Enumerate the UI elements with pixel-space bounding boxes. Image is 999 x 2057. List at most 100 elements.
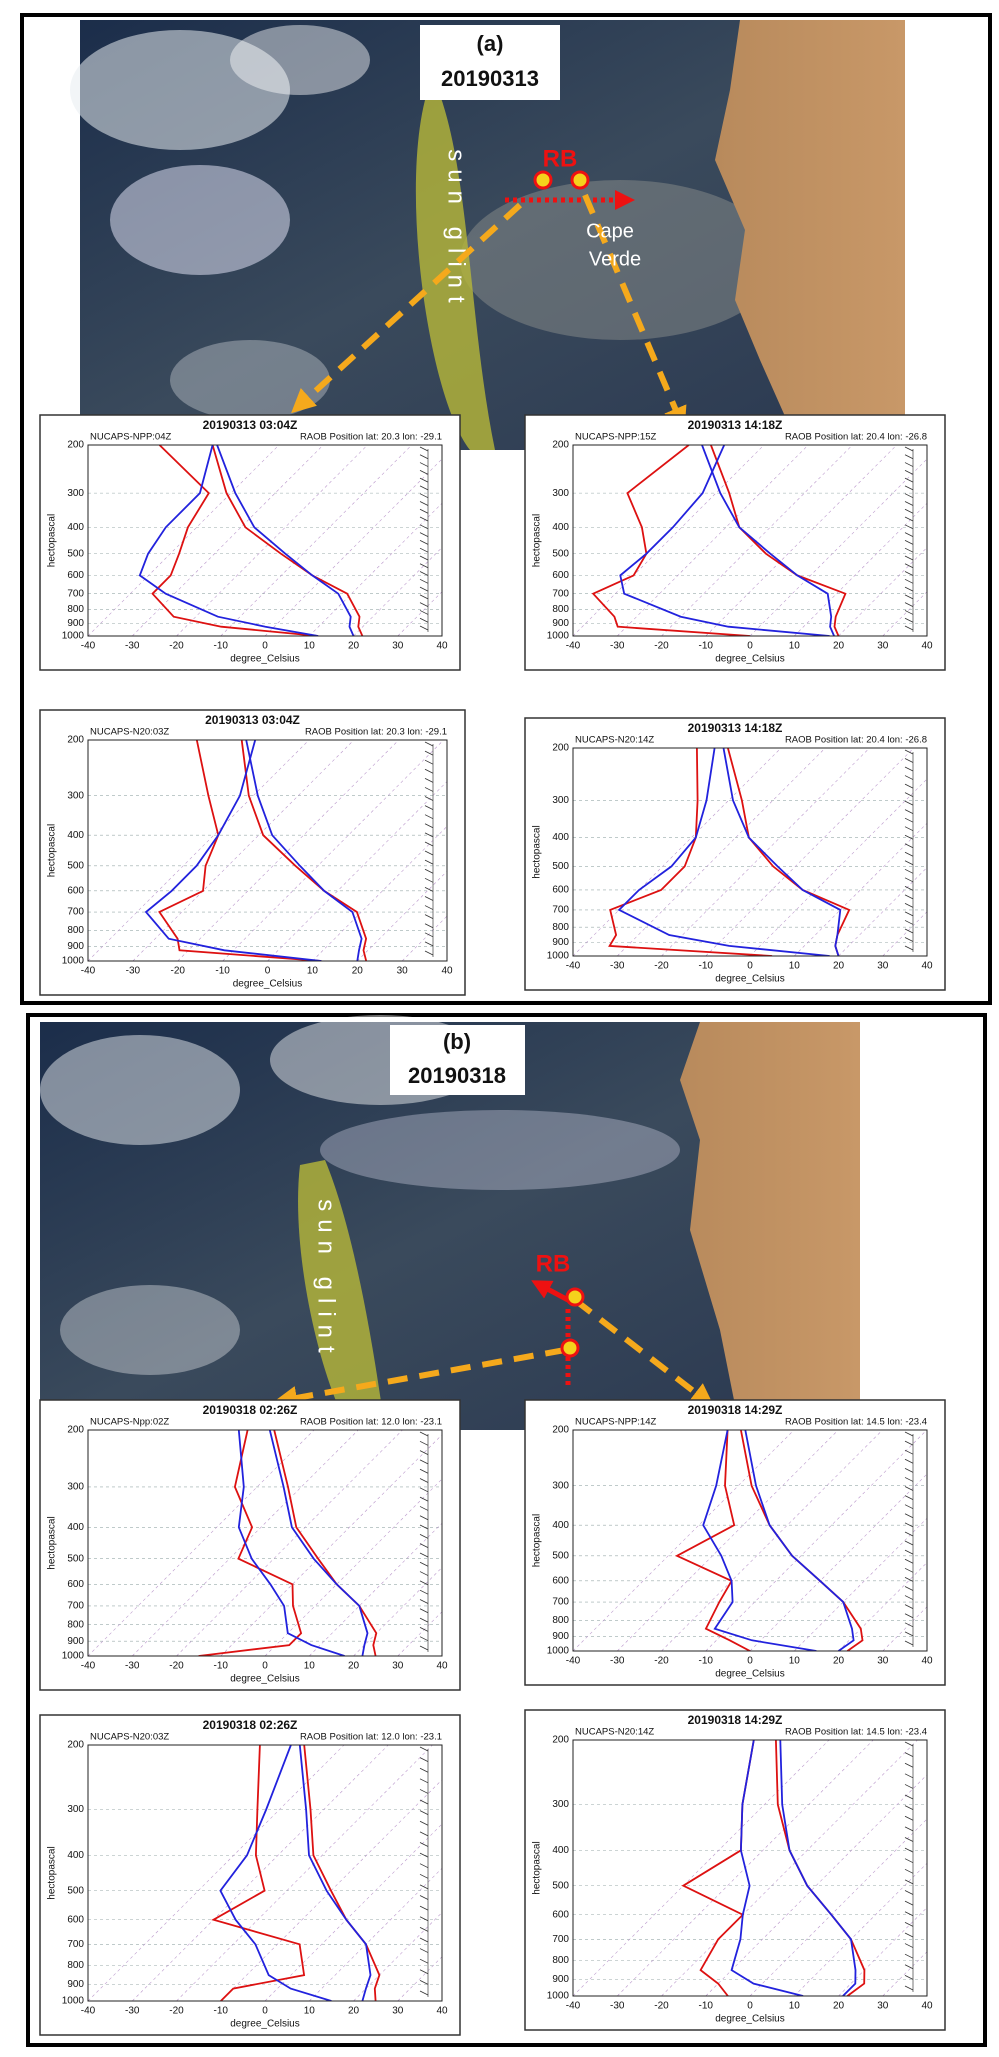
wind-barb (419, 1543, 429, 1549)
x-tick-label: -10 (699, 961, 714, 972)
title-box (390, 1025, 525, 1095)
x-tick-label: -40 (566, 641, 581, 652)
y-tick-label: 600 (552, 885, 569, 896)
model-label: NUCAPS-NPP:15Z (575, 432, 656, 443)
x-tick-label: -40 (566, 2001, 581, 2012)
wind-barb (904, 809, 914, 815)
wind-barb (419, 1636, 429, 1642)
wind-barb (904, 903, 914, 908)
chart-title: 20190318 14:29Z (688, 1713, 783, 1727)
y-tick-label: 600 (67, 1579, 84, 1590)
wind-barb (424, 877, 434, 883)
wind-barb (904, 1911, 914, 1917)
x-tick-label: 20 (833, 641, 845, 652)
chart-frame (39, 1399, 461, 1691)
y-tick-label: 800 (552, 604, 569, 615)
wind-barb (419, 477, 429, 483)
y-tick-label: 600 (552, 1909, 569, 1920)
wind-barb (904, 1932, 914, 1938)
wind-barb (424, 950, 434, 956)
chart-frame (39, 414, 461, 671)
wind-barb (424, 759, 434, 765)
profile-line (591, 445, 751, 636)
wind-barb (904, 454, 914, 460)
x-axis-label: degree_Celsius (715, 654, 785, 665)
y-tick-label: 200 (552, 440, 569, 451)
grid-line (882, 911, 927, 956)
profile-line (779, 1740, 857, 1996)
y-tick-label: 400 (552, 832, 569, 843)
chart-title: 20190313 03:04Z (203, 418, 298, 432)
y-tick-label: 900 (67, 1636, 84, 1647)
x-tick-label: 30 (877, 2001, 889, 2012)
y-tick-label: 1000 (547, 1991, 570, 2002)
raob-label: RAOB Position lat: 20.4 lon: -26.8 (785, 735, 927, 746)
wind-barb (424, 923, 434, 929)
y-tick-label: 1000 (62, 956, 85, 967)
wind-barb (904, 1858, 914, 1864)
wind-barb (419, 532, 429, 537)
wind-barb (904, 1531, 914, 1537)
wind-barb (904, 766, 914, 772)
wind-barb (904, 800, 914, 806)
x-axis-label: degree_Celsius (715, 1669, 785, 1680)
wind-barb (419, 1552, 429, 1558)
wind-barb (904, 1975, 914, 1980)
profile-line (216, 445, 355, 636)
wind-barb (419, 1478, 429, 1483)
wind-barb (904, 1577, 914, 1582)
wind-barb (904, 1522, 914, 1528)
x-tick-label: 10 (789, 641, 801, 652)
wind-barb (419, 1873, 429, 1879)
x-tick-label: 20 (348, 1661, 360, 1672)
wind-barb (904, 1900, 914, 1906)
wind-barb (419, 1645, 429, 1651)
wind-barb (419, 1599, 429, 1604)
plot-frame (87, 1429, 443, 1657)
profile-line (211, 1745, 306, 2001)
plot-area (88, 1745, 442, 2001)
wind-barb (419, 1767, 429, 1773)
y-tick-label: 300 (67, 1804, 84, 1815)
wind-barb (419, 1515, 429, 1521)
model-label: NUCAPS-NPP:14Z (575, 1417, 656, 1428)
x-tick-label: 10 (304, 1661, 316, 1672)
wind-barb (904, 1805, 914, 1811)
wind-barb (904, 563, 914, 569)
plot-frame (572, 747, 928, 957)
x-tick-label: 0 (747, 2001, 753, 2012)
wind-barb (904, 1558, 914, 1564)
y-tick-label: 300 (552, 1799, 569, 1810)
wind-barb (419, 1757, 429, 1762)
x-tick-label: 20 (348, 641, 360, 652)
wind-barb (904, 1943, 914, 1948)
chart-frame (524, 1399, 946, 1686)
x-tick-label: 40 (436, 641, 448, 652)
wind-barb (904, 1486, 914, 1491)
y-tick-label: 900 (67, 618, 84, 629)
grid-line (705, 748, 914, 956)
grid-line (882, 1951, 927, 1996)
wind-barb (904, 610, 914, 615)
y-tick-label: 200 (67, 440, 84, 451)
grid-line (705, 1774, 927, 1996)
wind-barb (419, 1937, 429, 1943)
x-tick-label: -30 (610, 2001, 625, 2012)
wind-barb (904, 1586, 914, 1591)
wind-barb (904, 920, 914, 925)
grid-line (661, 748, 870, 956)
plot-frame (572, 1429, 928, 1652)
wind-barb (419, 1863, 429, 1869)
y-axis-label: hectopascal (47, 514, 58, 567)
x-tick-label: -20 (654, 641, 669, 652)
glint-label: sun glint (443, 149, 470, 310)
grid-line (309, 1867, 442, 2001)
y-tick-label: 500 (552, 1880, 569, 1891)
grid-line (132, 1430, 359, 1656)
y-tick-label: 300 (67, 1482, 84, 1493)
x-tick-label: 10 (304, 641, 316, 652)
wind-barb (419, 555, 429, 561)
x-tick-label: 10 (304, 2006, 316, 2017)
y-tick-label: 500 (67, 860, 84, 871)
